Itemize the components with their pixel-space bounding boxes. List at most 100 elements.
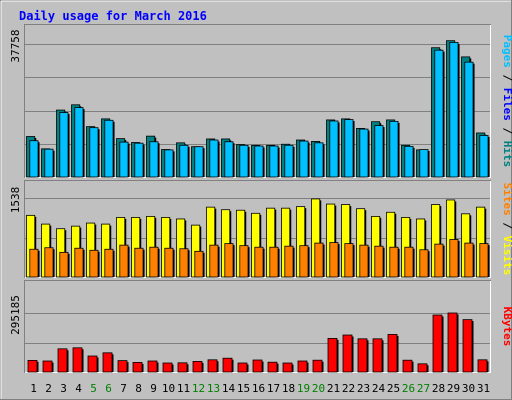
bar-files-day-31 [479,135,489,178]
bar-sites-day-23 [359,244,369,278]
bar-kbytes-day-7 [117,360,128,373]
bar-sites-day-30 [464,242,474,278]
bar-kbytes-day-3 [57,348,68,373]
bar-sites-day-19 [299,245,309,278]
x-tick-label: 3 [60,382,67,395]
x-tick-label: 22 [342,382,355,395]
panel-frame [24,280,491,373]
bar-sites-day-2 [44,247,54,278]
bar-kbytes-day-4 [72,347,83,373]
bar-files-day-5 [89,127,99,178]
bar-kbytes-day-8 [132,362,143,373]
bar-kbytes-day-30 [462,319,473,373]
x-tick-label: 5 [90,382,97,395]
bar-kbytes-day-2 [42,360,53,373]
y-max-label: 37758 [9,29,22,62]
bar-kbytes-day-10 [162,362,173,373]
bar-files-day-21 [329,120,339,178]
legend-hits-files-pages: Pages / Files / Hits [501,35,512,168]
legend-entry: / [501,216,512,236]
bar-files-day-26 [404,145,414,178]
bar-kbytes-day-9 [147,360,158,373]
legend-entry: Files [501,88,512,121]
bar-sites-day-11 [179,248,189,278]
legend-entry: Sites [501,183,512,216]
bar-sites-day-29 [449,239,459,278]
x-tick-label: 28 [432,382,445,395]
bar-sites-day-6 [104,248,114,278]
bar-files-day-4 [74,107,84,178]
bar-sites-day-13 [209,244,219,278]
bar-sites-day-15 [239,245,249,278]
x-tick-label: 11 [177,382,190,395]
chart-panels: 37758 Pages / Files / Hits 1538 Sites / Vis… [9,24,512,373]
bar-sites-day-3 [59,251,69,278]
y-max-label: 295185 [9,295,22,335]
bar-files-day-25 [389,120,399,178]
x-tick-label: 15 [237,382,250,395]
bar-kbytes-day-5 [87,355,98,373]
legend-entry: Visits [501,236,512,276]
bar-sites-day-31 [479,243,489,278]
bar-files-day-3 [59,112,69,178]
x-tick-label: 20 [312,382,325,395]
y-max-label: 1538 [9,187,22,214]
x-tick-label: 4 [75,382,82,395]
x-tick-label: 31 [477,382,490,395]
bar-files-day-23 [359,128,369,178]
x-tick-label: 17 [267,382,280,395]
bar-sites-day-5 [89,249,99,278]
bar-kbytes-day-25 [387,334,398,373]
bar-kbytes-day-21 [327,338,338,373]
x-tick-label: 1 [30,382,37,395]
bar-sites-day-10 [164,247,174,278]
bar-files-day-18 [284,144,294,178]
bar-sites-day-21 [329,242,339,278]
legend-entry: KBytes [501,307,512,347]
legend-entry: Hits [501,141,512,168]
bar-sites-day-26 [404,246,414,278]
bar-sites-day-8 [134,247,144,278]
bar-kbytes-day-1 [27,360,38,373]
bar-files-day-6 [104,119,114,178]
x-axis-tick-labels: 1 2 3 4 5 6 7 8 9 10 11 12 13 14 15 16 17 18 19 20 21 22 23 24 2… [30,382,490,395]
bar-sites-day-22 [344,243,354,278]
bar-files-day-30 [464,61,474,178]
bar-sites-day-7 [119,244,129,278]
bar-kbytes-day-22 [342,334,353,373]
bar-files-day-9 [149,141,159,178]
x-tick-label: 12 [192,382,205,395]
bar-files-day-19 [299,140,309,178]
bar-kbytes-day-16 [252,359,263,373]
bar-kbytes-day-26 [402,359,413,373]
bar-files-day-10 [164,149,174,178]
bar-sites-day-28 [434,243,444,278]
bar-kbytes-day-14 [222,357,233,373]
bar-kbytes-day-6 [102,352,113,373]
bar-files-day-27 [419,149,429,178]
bar-kbytes-day-29 [447,312,458,373]
bar-sites-day-17 [269,246,279,278]
bar-sites-day-20 [314,242,324,278]
bar-files-day-20 [314,142,324,178]
bar-files-day-29 [449,42,459,178]
bar-kbytes-day-17 [267,361,278,373]
bar-files-day-14 [224,141,234,178]
bar-files-day-7 [119,141,129,178]
bar-kbytes-day-24 [372,338,383,373]
bar-sites-day-9 [149,246,159,278]
bar-sites-day-14 [224,243,234,278]
bar-files-day-16 [254,145,264,178]
x-tick-label: 16 [252,382,265,395]
x-tick-label: 21 [327,382,340,395]
bar-kbytes-day-28 [432,314,443,373]
bar-kbytes-day-11 [177,362,188,373]
bar-kbytes-day-18 [282,362,293,373]
x-tick-label: 7 [120,382,127,395]
bar-files-day-28 [434,49,444,178]
x-tick-label: 24 [372,382,386,395]
x-tick-label: 2 [45,382,52,395]
x-tick-label: 8 [135,382,142,395]
bar-kbytes-day-27 [417,363,428,373]
